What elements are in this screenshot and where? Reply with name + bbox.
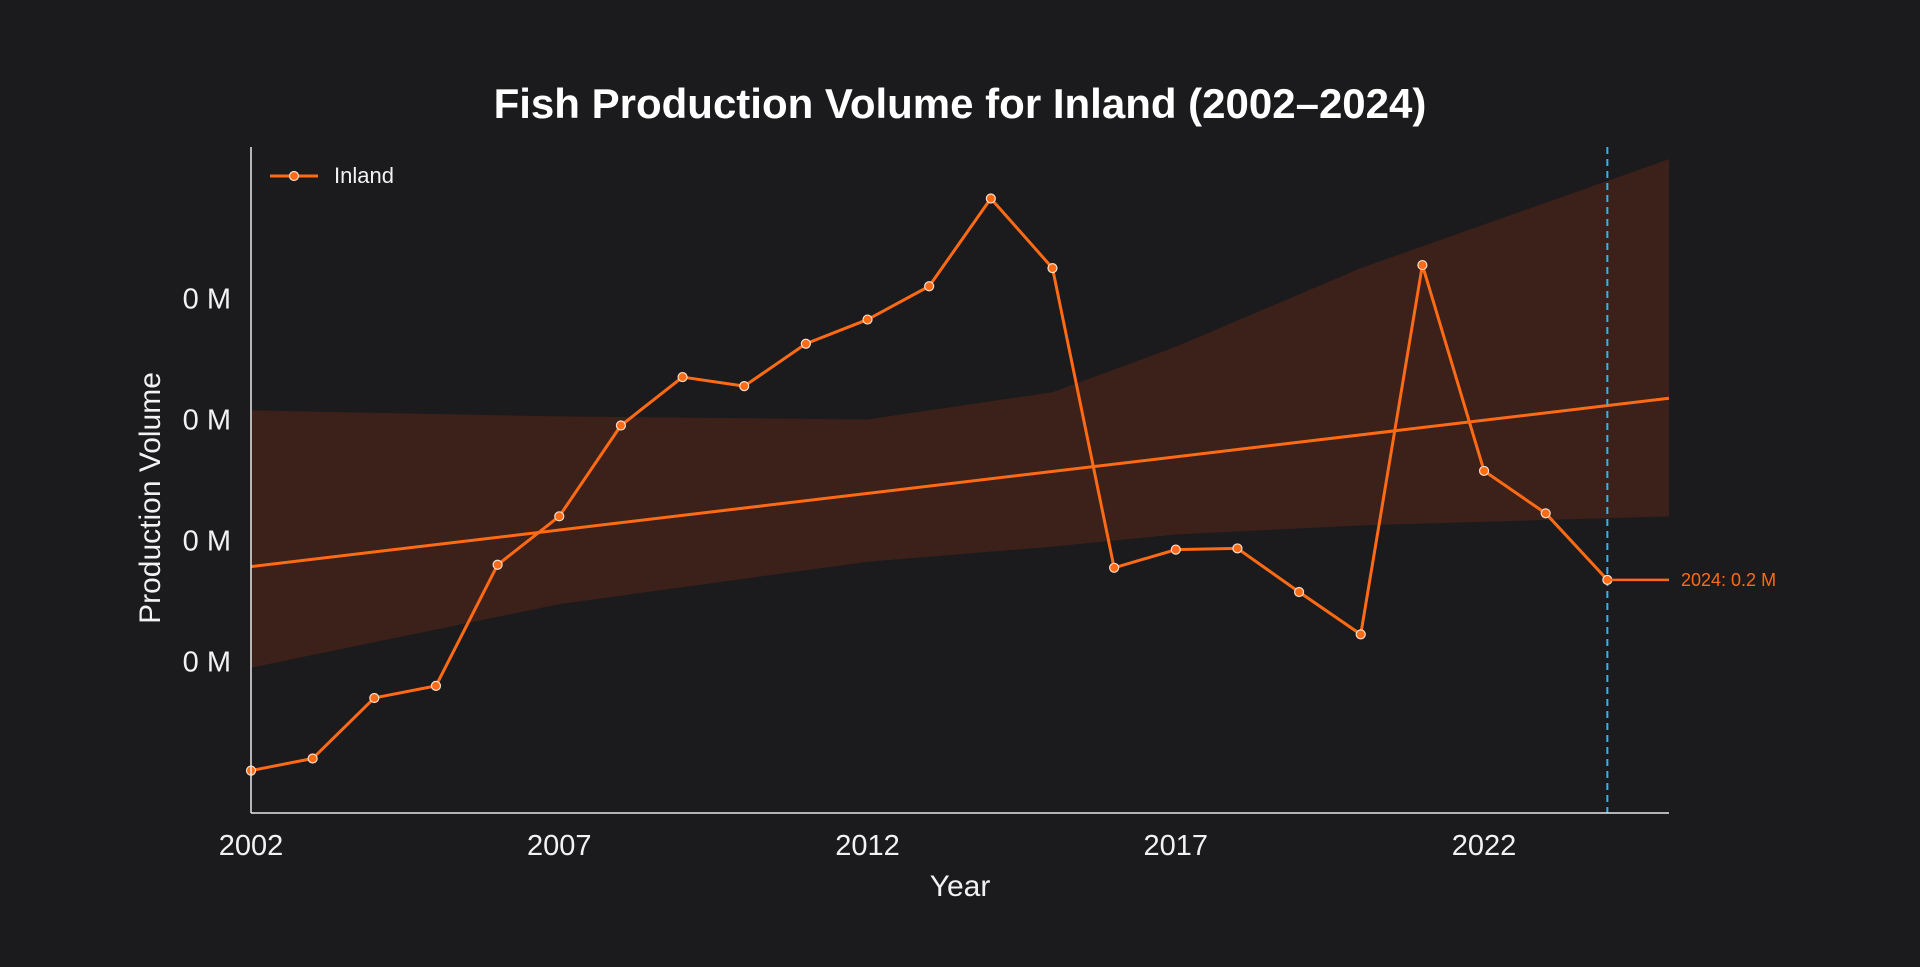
data-point — [554, 511, 565, 522]
x-tick-label: 2012 — [835, 830, 900, 862]
data-point — [307, 753, 318, 764]
data-point — [1170, 544, 1181, 555]
annotation-label: 2024: 0.2 M — [1681, 570, 1776, 590]
legend-label: Inland — [334, 163, 394, 188]
x-tick-label: 2022 — [1452, 830, 1517, 862]
data-point — [430, 680, 442, 691]
confidence-band-layer — [251, 159, 1669, 668]
data-point — [800, 338, 811, 349]
data-point — [369, 692, 380, 704]
data-point — [1109, 562, 1120, 573]
x-tick-label: 2002 — [219, 830, 284, 862]
data-point — [1293, 586, 1305, 598]
data-point — [615, 420, 627, 431]
confidence-band — [251, 159, 1669, 668]
chart-title: Fish Production Volume for Inland (2002–… — [494, 80, 1427, 127]
trend-line — [250, 396, 1670, 569]
data-point — [1232, 543, 1243, 554]
data-point — [739, 381, 750, 392]
y-tick-label: 0 M — [183, 647, 231, 679]
data-point — [1417, 259, 1428, 271]
axes-layer: 2002 2007 2012 2017 2022 0 M 0 M 0 M 0 M — [183, 147, 1669, 862]
x-axis-label: Year — [930, 870, 991, 903]
data-point — [1355, 629, 1366, 640]
data-point — [924, 281, 935, 292]
data-point — [1047, 262, 1058, 274]
data-point — [862, 314, 873, 325]
y-tick-label: 0 M — [183, 404, 231, 436]
x-tick-label: 2007 — [527, 830, 592, 862]
y-tick-label: 0 M — [183, 283, 231, 315]
legend-marker — [288, 170, 300, 182]
legend: Inland — [270, 163, 394, 188]
series-layer: 2024: 0.2 M — [245, 193, 1776, 776]
data-point — [985, 193, 996, 204]
y-axis-label: Production Volume — [134, 372, 167, 624]
trend-line-layer — [250, 396, 1670, 569]
data-point — [677, 371, 688, 383]
data-point — [1540, 508, 1551, 519]
data-point — [492, 559, 503, 570]
y-tick-label: 0 M — [183, 526, 231, 558]
x-tick-label: 2017 — [1144, 830, 1209, 862]
data-point — [1478, 465, 1490, 477]
